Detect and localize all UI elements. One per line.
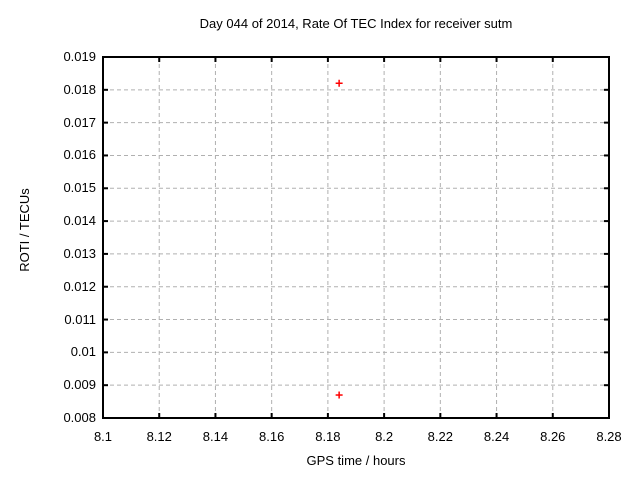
- y-tick-label: 0.019: [63, 49, 96, 64]
- y-tick-label: 0.014: [63, 213, 96, 229]
- y-tick-label: 0.01: [70, 344, 96, 360]
- series-ROTI: [335, 79, 343, 399]
- x-tick-label: 8.14: [202, 429, 229, 444]
- data-point-marker: [335, 391, 343, 399]
- y-tick-label: 0.018: [63, 81, 96, 97]
- x-tick-label: 8.26: [540, 429, 566, 444]
- x-tick-label: 8.12: [146, 429, 172, 444]
- chart-title: Day 044 of 2014, Rate Of TEC Index for r…: [199, 16, 513, 31]
- y-axis-label: ROTI / TECUs: [17, 188, 32, 272]
- y-tick-label: 0.012: [63, 278, 96, 294]
- y-tick-label: 0.011: [64, 311, 96, 327]
- x-tick-label: 8.16: [259, 429, 285, 444]
- y-tick-label: 0.015: [63, 180, 96, 196]
- y-tick-label: 0.008: [63, 410, 96, 425]
- x-tick-label: 8.1: [93, 429, 113, 444]
- x-axis-label: GPS time / hours: [306, 453, 406, 468]
- gridlines: [102, 56, 610, 419]
- x-tick-label: 8.24: [483, 429, 510, 444]
- axis-ticks: [102, 56, 610, 419]
- plot-border: [102, 56, 610, 419]
- x-tick-label: 8.28: [596, 429, 622, 444]
- data-point-marker: [335, 79, 343, 87]
- y-tick-label: 0.013: [63, 245, 96, 261]
- x-tick-label: 8.18: [315, 429, 341, 444]
- y-tick-label: 0.009: [63, 377, 96, 393]
- x-tick-label: 8.22: [427, 429, 453, 444]
- y-tick-label: 0.017: [63, 114, 96, 130]
- y-tick-label: 0.016: [63, 147, 96, 163]
- x-tick-label: 8.2: [375, 429, 394, 444]
